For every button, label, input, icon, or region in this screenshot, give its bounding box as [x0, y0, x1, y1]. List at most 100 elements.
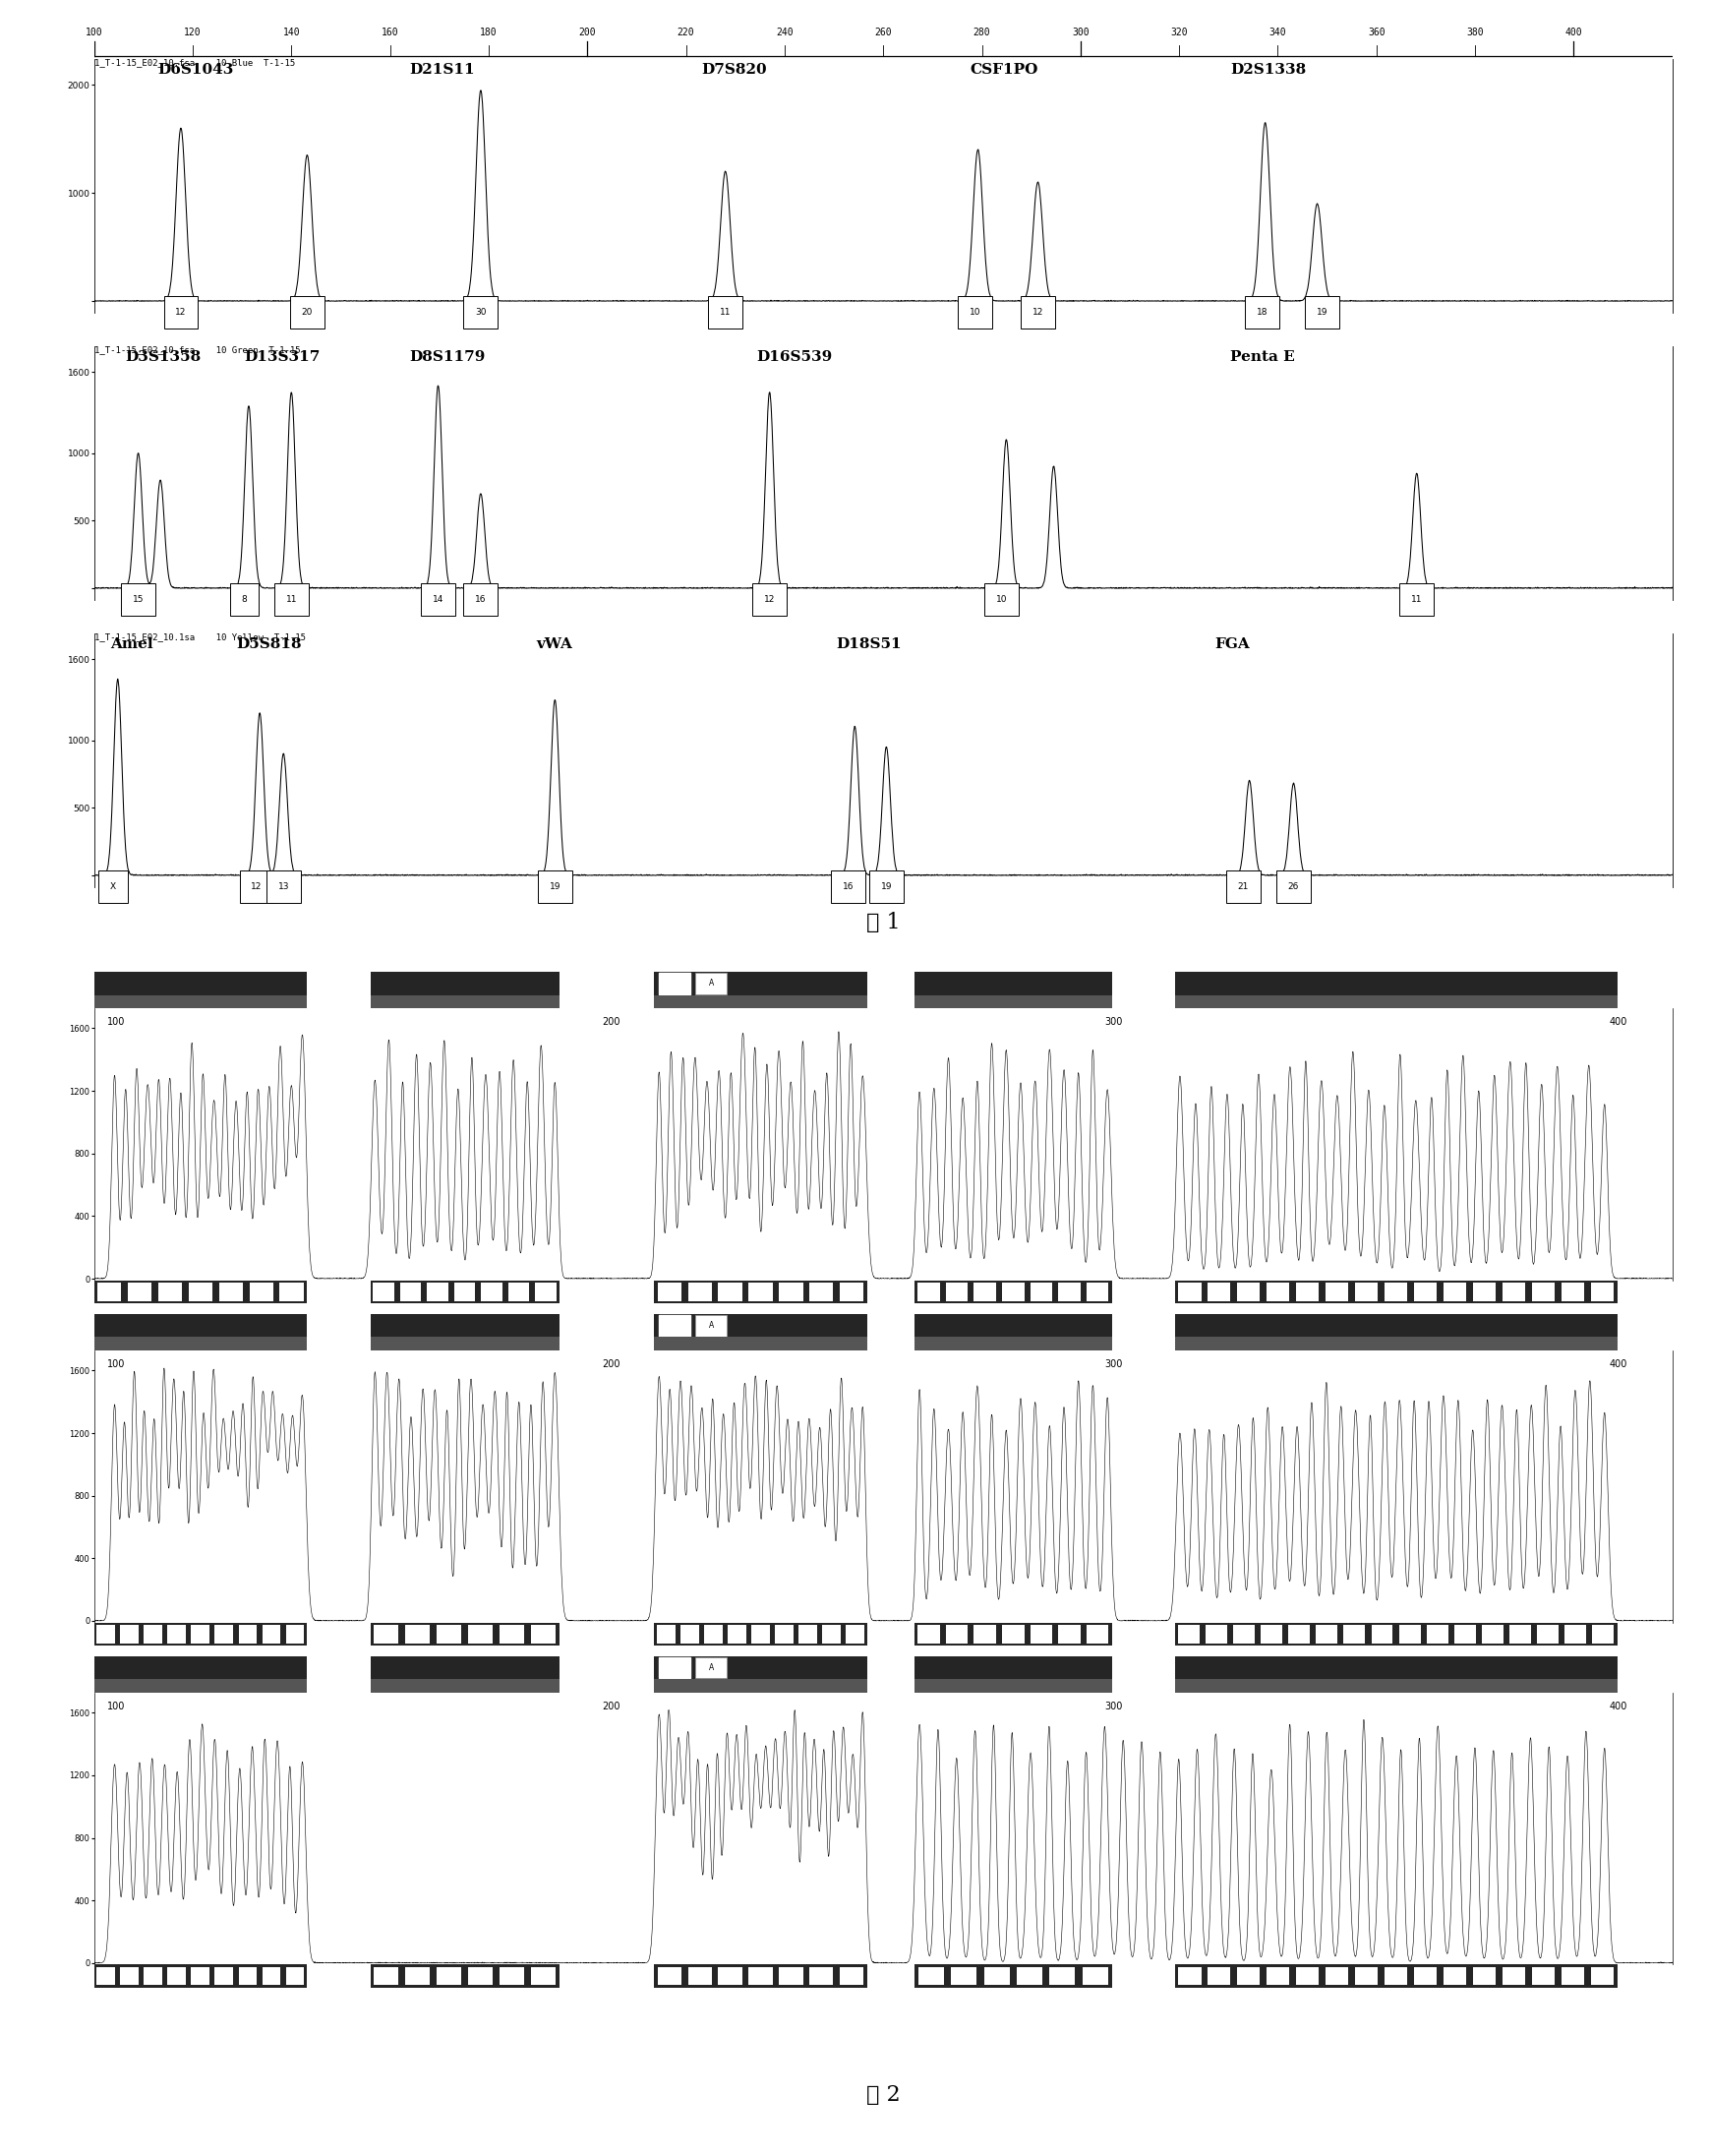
- Bar: [1532, 1966, 1554, 1986]
- Bar: [1088, 1626, 1108, 1643]
- Bar: [983, 1966, 1009, 1986]
- Bar: [657, 1626, 675, 1643]
- Text: 160: 160: [381, 28, 398, 37]
- Text: CSF1PO: CSF1PO: [970, 63, 1038, 75]
- Bar: [1472, 1966, 1496, 1986]
- Text: 100: 100: [106, 1018, 125, 1026]
- Text: 12: 12: [1033, 308, 1043, 317]
- Bar: [1206, 1626, 1228, 1643]
- Text: 20: 20: [301, 308, 313, 317]
- Bar: [1532, 1283, 1554, 1300]
- Bar: [918, 1626, 939, 1643]
- Text: A: A: [708, 979, 713, 987]
- Text: 12: 12: [174, 308, 186, 317]
- Bar: [286, 1966, 304, 1986]
- Bar: [168, 1966, 186, 1986]
- Text: 320: 320: [1170, 28, 1188, 37]
- Text: 300: 300: [1105, 1018, 1122, 1026]
- Text: 400: 400: [1609, 1701, 1628, 1712]
- Bar: [1561, 1283, 1583, 1300]
- Bar: [1175, 1656, 1618, 1680]
- Bar: [658, 1658, 691, 1677]
- Bar: [371, 1337, 559, 1350]
- Bar: [655, 972, 867, 994]
- Bar: [1399, 1626, 1421, 1643]
- Bar: [655, 994, 867, 1009]
- Bar: [120, 1966, 139, 1986]
- Text: D8S1179: D8S1179: [410, 349, 486, 364]
- Text: 19: 19: [881, 882, 893, 890]
- Bar: [655, 1656, 867, 1680]
- Bar: [373, 1966, 398, 1986]
- Bar: [1443, 1283, 1465, 1300]
- Bar: [1260, 1626, 1282, 1643]
- Bar: [405, 1626, 429, 1643]
- Bar: [428, 1283, 448, 1300]
- Bar: [371, 1623, 559, 1645]
- Bar: [1175, 972, 1618, 994]
- Bar: [809, 1966, 833, 1986]
- Text: 300: 300: [1105, 1701, 1122, 1712]
- Bar: [1453, 1626, 1476, 1643]
- Bar: [371, 1964, 559, 1988]
- Bar: [775, 1626, 793, 1643]
- Bar: [469, 1966, 492, 1986]
- Text: 100: 100: [106, 1360, 125, 1369]
- Bar: [1233, 1626, 1255, 1643]
- Text: 400: 400: [1565, 28, 1582, 37]
- Text: 220: 220: [677, 28, 694, 37]
- Bar: [951, 1966, 976, 1986]
- Bar: [705, 1626, 723, 1643]
- Bar: [94, 1337, 308, 1350]
- Text: FGA: FGA: [1214, 636, 1250, 651]
- Text: 380: 380: [1467, 28, 1484, 37]
- Bar: [1236, 1283, 1260, 1300]
- Bar: [718, 1966, 742, 1986]
- Bar: [809, 1283, 833, 1300]
- Text: 30: 30: [475, 308, 486, 317]
- Text: 1_T-1-15_E02_10.1sa    10 Yellow  T-1-15: 1_T-1-15_E02_10.1sa 10 Yellow T-1-15: [94, 632, 306, 640]
- Bar: [94, 1623, 308, 1645]
- Bar: [1175, 1623, 1618, 1645]
- Bar: [1296, 1283, 1318, 1300]
- Text: D7S820: D7S820: [701, 63, 768, 75]
- Bar: [436, 1966, 462, 1986]
- Bar: [262, 1966, 280, 1986]
- Bar: [780, 1283, 804, 1300]
- Text: 240: 240: [776, 28, 793, 37]
- Text: 200: 200: [602, 1701, 621, 1712]
- Bar: [1002, 1283, 1024, 1300]
- Bar: [696, 972, 727, 994]
- Text: D6S1043: D6S1043: [157, 63, 233, 75]
- Text: 100: 100: [106, 1701, 125, 1712]
- Bar: [535, 1283, 556, 1300]
- Text: D16S539: D16S539: [758, 349, 833, 364]
- Text: 120: 120: [185, 28, 202, 37]
- Bar: [1385, 1966, 1407, 1986]
- Bar: [168, 1626, 186, 1643]
- Bar: [840, 1966, 864, 1986]
- Text: 260: 260: [874, 28, 893, 37]
- Text: 13: 13: [277, 882, 289, 890]
- Bar: [1236, 1966, 1260, 1986]
- Bar: [918, 1283, 939, 1300]
- Bar: [508, 1283, 530, 1300]
- Bar: [1443, 1966, 1465, 1986]
- Text: 1_T-1-15_E02_10.fsa    10 Blue  T-1-15: 1_T-1-15_E02_10.fsa 10 Blue T-1-15: [94, 58, 294, 67]
- Bar: [1537, 1626, 1558, 1643]
- Bar: [1175, 1680, 1618, 1692]
- Bar: [1503, 1283, 1525, 1300]
- Bar: [655, 1337, 867, 1350]
- Bar: [946, 1283, 968, 1300]
- Bar: [1472, 1283, 1496, 1300]
- Bar: [975, 1626, 995, 1643]
- Bar: [1207, 1283, 1231, 1300]
- Bar: [1503, 1966, 1525, 1986]
- Text: 200: 200: [602, 1360, 621, 1369]
- Text: D21S11: D21S11: [410, 63, 475, 75]
- Bar: [94, 994, 308, 1009]
- Bar: [373, 1283, 393, 1300]
- Bar: [657, 1283, 681, 1300]
- Text: 300: 300: [1072, 28, 1089, 37]
- Text: A: A: [708, 1322, 713, 1330]
